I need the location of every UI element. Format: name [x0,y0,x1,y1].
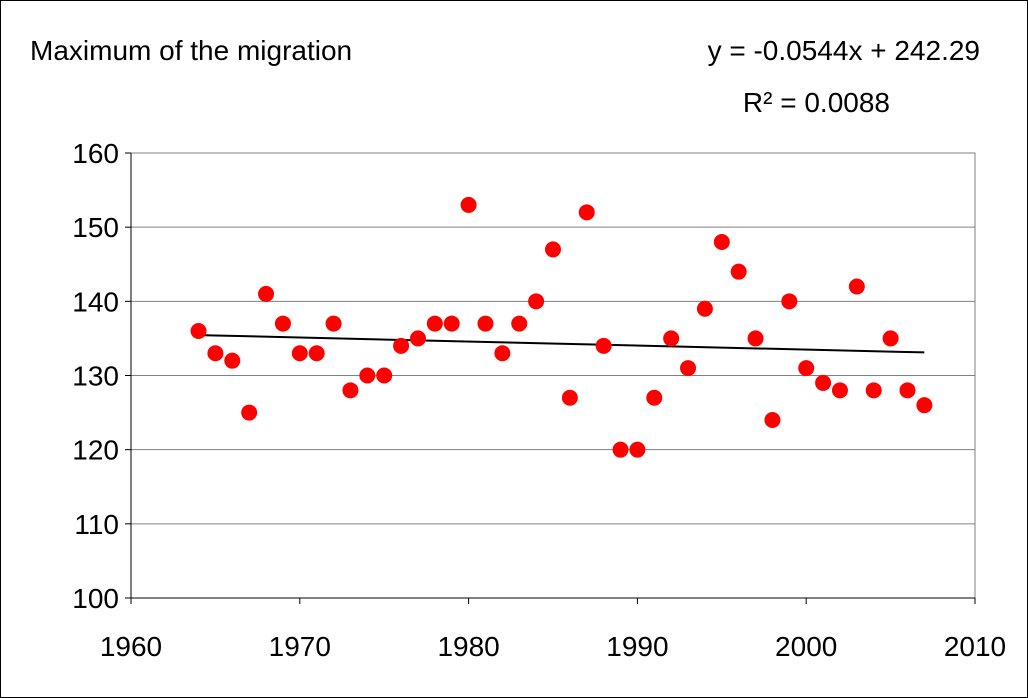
point [798,360,815,377]
point [578,204,595,221]
point [241,404,258,421]
point [831,382,848,399]
point [545,241,561,258]
point [359,367,376,384]
point [696,300,713,317]
point [848,278,865,295]
point [494,345,511,362]
point [865,382,882,399]
y-tick-label: 120 [72,435,119,466]
y-tick-label: 160 [72,138,119,169]
point [342,382,359,399]
point [477,315,494,332]
point [308,345,325,362]
point [258,285,275,302]
x-tick-label: 2010 [944,631,1006,662]
point [325,315,342,332]
r-squared: R² = 0.0088 [743,87,890,118]
point [815,374,832,391]
point [561,389,578,406]
point [393,337,410,354]
point [190,323,207,339]
y-tick-label: 130 [72,361,119,392]
trendline [198,334,925,354]
y-tick-label: 140 [72,286,119,317]
x-tick-label: 1970 [269,631,331,662]
point [224,352,241,369]
y-tick-label: 150 [72,212,119,243]
point [764,412,781,428]
point [612,441,629,458]
point [291,345,308,362]
point [443,315,460,332]
point [274,315,291,332]
point [663,330,680,347]
x-tick-label: 1960 [100,631,162,662]
point [460,196,477,213]
point [713,234,730,250]
point [747,330,764,347]
point [781,293,798,310]
point [426,315,443,332]
point [899,382,916,399]
trend-equation: y = -0.0544x + 242.29 [708,35,980,66]
point [629,441,646,458]
point [409,330,426,347]
x-tick-label: 1980 [437,631,499,662]
point [207,345,224,362]
point [916,397,933,414]
point [882,330,899,347]
chart-title: Maximum of the migration [30,35,352,66]
y-tick-label: 100 [72,583,119,614]
point [528,293,545,310]
point [511,315,528,332]
point [595,337,612,354]
point [680,360,697,377]
x-tick-label: 1990 [606,631,668,662]
point [730,263,747,280]
point [376,367,393,384]
y-tick-label: 110 [74,509,119,540]
x-tick-label: 2000 [775,631,837,662]
point [646,389,663,406]
